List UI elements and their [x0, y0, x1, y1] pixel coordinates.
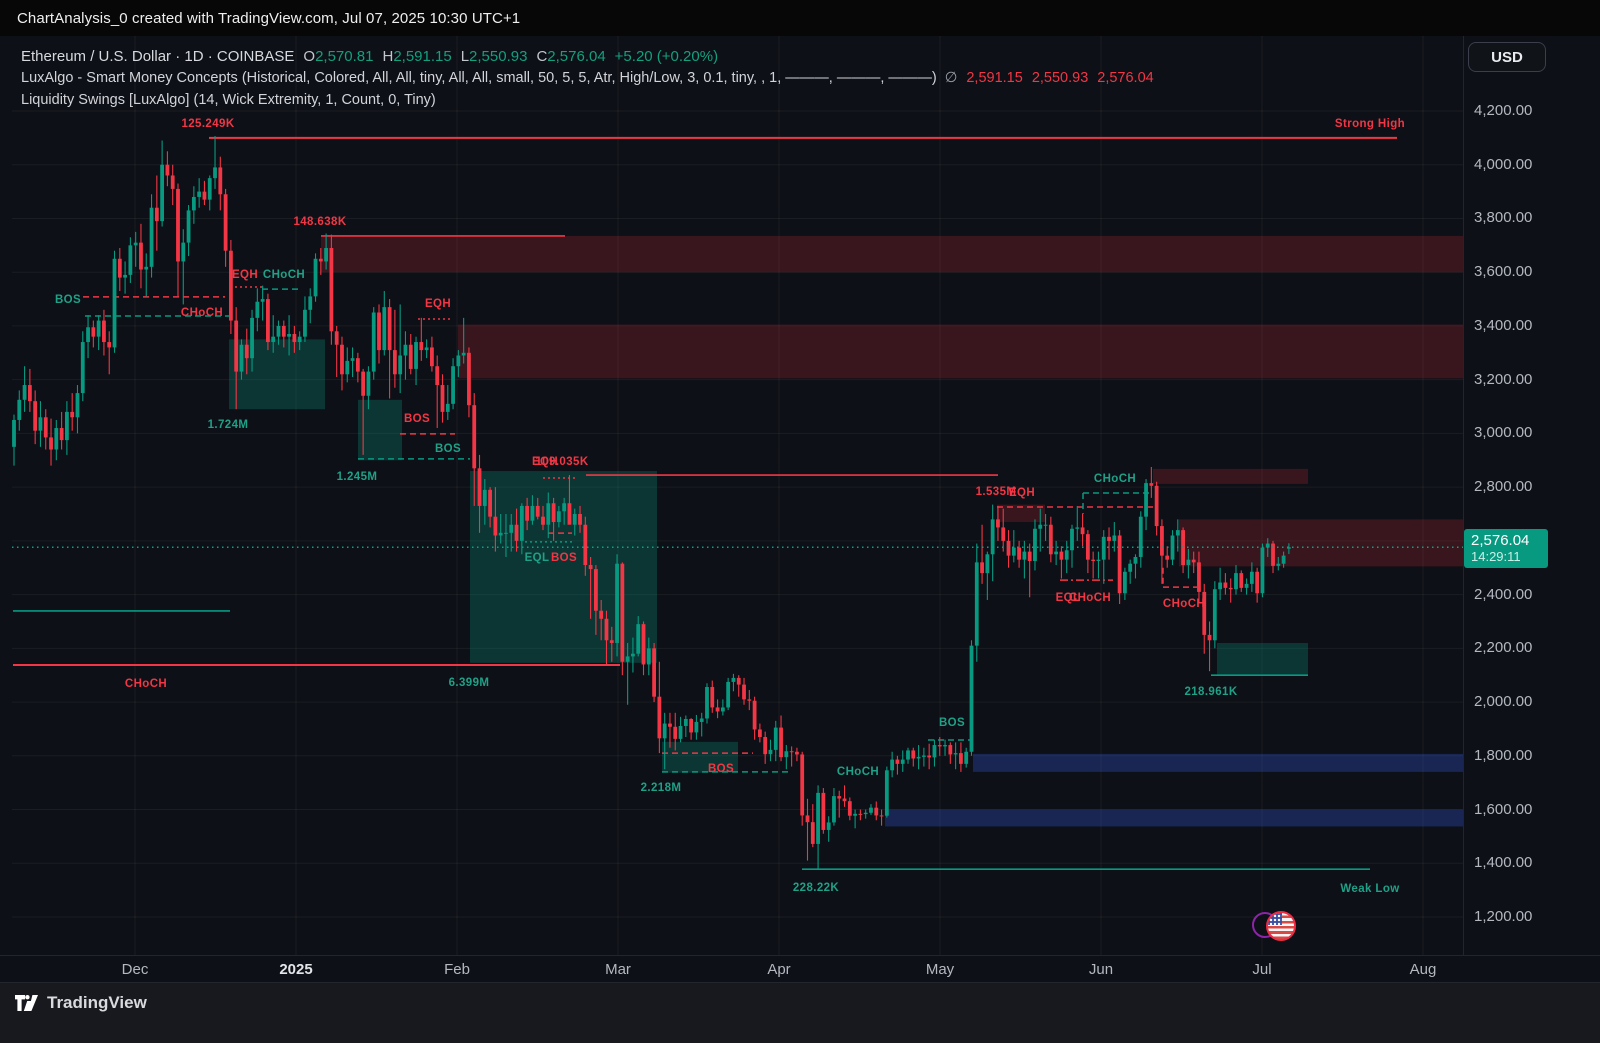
- svg-text:EQH: EQH: [532, 456, 558, 468]
- window-title-bar: ChartAnalysis_0 created with TradingView…: [0, 0, 1600, 36]
- svg-text:CHoCH: CHoCH: [181, 307, 223, 319]
- economic-event-marker[interactable]: [1252, 911, 1298, 941]
- svg-text:109.035K: 109.035K: [535, 456, 588, 468]
- price-tick-label: 2,800.00: [1474, 478, 1533, 496]
- us-flag-icon: [1266, 911, 1296, 941]
- time-tick-label: May: [925, 961, 955, 978]
- price-tick-label: 1,600.00: [1474, 800, 1533, 818]
- svg-text:BOS: BOS: [551, 552, 577, 564]
- svg-text:EQH: EQH: [232, 269, 258, 281]
- smc-zones: [229, 235, 1463, 827]
- us-flag-union: [1268, 913, 1282, 925]
- price-tick-label: 3,400.00: [1474, 316, 1533, 334]
- svg-text:1.245M: 1.245M: [337, 471, 378, 483]
- svg-text:1.724M: 1.724M: [208, 419, 249, 431]
- price-tick-label: 3,600.00: [1474, 263, 1533, 281]
- svg-text:EQL: EQL: [1056, 592, 1081, 604]
- svg-text:Strong High: Strong High: [1335, 118, 1405, 130]
- price-tick-label: 2,400.00: [1474, 585, 1533, 603]
- bar-countdown: 14:29:11: [1471, 549, 1521, 564]
- footer-bar: TradingView: [0, 982, 1600, 1043]
- open-key: O: [303, 47, 316, 65]
- time-tick-label: Aug: [1409, 961, 1437, 978]
- change-value: +5.20 (+0.20%): [614, 47, 719, 65]
- candles-layer: [12, 135, 1291, 869]
- price-tick-label: 3,000.00: [1474, 424, 1533, 442]
- svg-text:CHoCH: CHoCH: [1094, 473, 1136, 485]
- svg-text:2.218M: 2.218M: [641, 782, 682, 794]
- svg-text:228.22K: 228.22K: [793, 882, 840, 894]
- close-value: 2,576.04: [547, 47, 606, 65]
- svg-text:EQH: EQH: [425, 298, 451, 310]
- svg-text:EQH: EQH: [1009, 487, 1035, 499]
- low-key: L: [460, 47, 470, 65]
- price-tick-label: 1,200.00: [1474, 908, 1533, 925]
- smc-value-3: 2,576.04: [1097, 70, 1154, 86]
- chart-legend: Ethereum / U.S. Dollar · 1D · COINBASE O…: [21, 45, 1154, 111]
- time-tick-label: Jul: [1252, 961, 1272, 978]
- svg-text:218.961K: 218.961K: [1184, 686, 1237, 698]
- structure-lines: [13, 136, 1397, 870]
- indicator-smc-title[interactable]: LuxAlgo - Smart Money Concepts (Historic…: [21, 70, 937, 86]
- time-axis[interactable]: Dec 2025 Feb Mar Apr May Jun Jul Aug: [0, 955, 1600, 982]
- svg-text:CHoCH: CHoCH: [1069, 592, 1111, 604]
- price-tick-label: 2,200.00: [1474, 639, 1533, 657]
- tradingview-brand-label: TradingView: [47, 993, 147, 1012]
- currency-toggle-button[interactable]: USD: [1468, 42, 1546, 72]
- indicator-liquidity-title[interactable]: Liquidity Swings [LuxAlgo] (14, Wick Ext…: [21, 92, 436, 108]
- price-tick-label: 1,800.00: [1474, 746, 1533, 764]
- time-tick-label: Jun: [1088, 961, 1114, 978]
- open-value: 2,570.81: [315, 47, 374, 65]
- svg-text:BOS: BOS: [708, 763, 734, 775]
- smc-value-2: 2,550.93: [1031, 70, 1089, 86]
- smc-labels: 125.249K 148.638K 1.724M 1.245M 6.399M 2.218M…: [55, 118, 1405, 895]
- svg-text:BOS: BOS: [404, 413, 430, 425]
- gridlines: [12, 36, 1463, 955]
- price-axis[interactable]: 4,200.00 4,000.00 3,800.00 3,600.00 3,400.00…: [1463, 36, 1600, 955]
- page-title: ChartAnalysis_0 created with TradingView…: [17, 9, 521, 27]
- current-price-badge: 2,576.04 14:29:11: [1464, 529, 1548, 568]
- svg-text:BOS: BOS: [435, 443, 461, 455]
- time-tick-label: Mar: [605, 961, 631, 978]
- svg-text:BOS: BOS: [939, 717, 965, 729]
- price-tick-label: 3,200.00: [1474, 370, 1533, 388]
- smc-value-1: 2,591.15: [966, 70, 1023, 86]
- symbol-row: Ethereum / U.S. Dollar · 1D · COINBASE O…: [21, 45, 1154, 67]
- svg-text:1.535M: 1.535M: [976, 486, 1017, 498]
- current-price-value: 2,576.04: [1471, 532, 1530, 549]
- time-tick-label: 2025: [279, 961, 313, 978]
- high-key: H: [382, 47, 394, 65]
- price-tick-label: 2,000.00: [1474, 693, 1533, 711]
- svg-text:CHoCH: CHoCH: [125, 678, 167, 690]
- price-tick-label: 1,400.00: [1474, 854, 1533, 872]
- smc-avg-symbol: ∅: [944, 70, 958, 86]
- low-value: 2,550.93: [469, 47, 528, 65]
- svg-text:6.399M: 6.399M: [449, 677, 490, 689]
- symbol-title[interactable]: Ethereum / U.S. Dollar · 1D · COINBASE: [21, 47, 295, 65]
- price-tick-label: 3,800.00: [1474, 209, 1533, 227]
- svg-text:CHoCH: CHoCH: [1163, 598, 1205, 610]
- time-tick-label: Feb: [444, 961, 470, 978]
- time-tick-label: Dec: [121, 961, 149, 978]
- time-tick-label: Apr: [767, 961, 791, 978]
- svg-text:CHoCH: CHoCH: [837, 766, 879, 778]
- close-key: C: [536, 47, 548, 65]
- price-tick-label: 4,200.00: [1474, 101, 1533, 119]
- svg-text:Weak Low: Weak Low: [1340, 883, 1399, 895]
- svg-text:CHoCH: CHoCH: [263, 269, 305, 281]
- high-value: 2,591.15: [393, 47, 452, 65]
- svg-text:148.638K: 148.638K: [293, 216, 346, 228]
- svg-text:BOS: BOS: [55, 294, 81, 306]
- svg-text:125.249K: 125.249K: [181, 118, 234, 130]
- indicator-row-smc: LuxAlgo - Smart Money Concepts (Historic…: [21, 67, 1154, 89]
- svg-text:EQL: EQL: [525, 552, 550, 564]
- tradingview-brand[interactable]: TradingView: [14, 993, 147, 1013]
- indicator-row-liquidity: Liquidity Swings [LuxAlgo] (14, Wick Ext…: [21, 89, 1154, 111]
- tradingview-logo-icon: [15, 995, 38, 1011]
- price-tick-label: 4,000.00: [1474, 155, 1533, 173]
